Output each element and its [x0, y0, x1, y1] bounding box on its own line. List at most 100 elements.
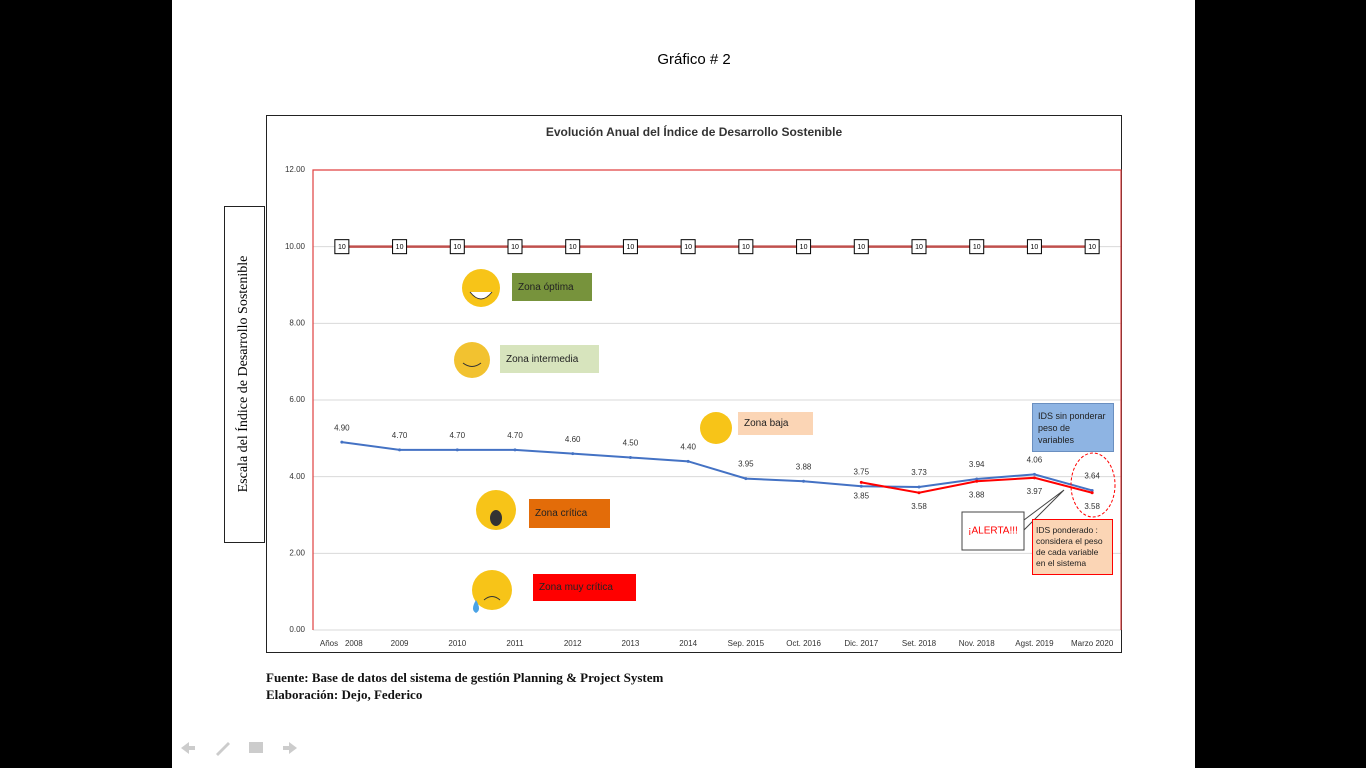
data-label: 10 — [511, 244, 519, 251]
face-icon — [472, 570, 512, 610]
y-tick-label: 10.00 — [285, 242, 306, 251]
point — [1090, 488, 1094, 492]
y-tick-label: 4.00 — [289, 472, 305, 481]
point — [917, 491, 921, 495]
y-tick-label: 8.00 — [289, 318, 305, 327]
chart-frame — [266, 115, 1122, 653]
data-label: 3.73 — [911, 468, 927, 477]
point — [340, 440, 344, 444]
x-tick-label: Marzo 2020 — [1071, 639, 1114, 648]
nav-next — [283, 742, 297, 754]
point — [1032, 472, 1036, 476]
y-axis-label: Escala del Índice de Desarrollo Sostenib… — [234, 256, 251, 493]
data-label: 4.90 — [334, 423, 350, 432]
x-tick-label: 2009 — [391, 639, 409, 648]
legend-weighted: IDS ponderado : considera el peso de cad… — [1032, 519, 1113, 575]
marker — [1026, 239, 1042, 255]
point — [975, 479, 979, 483]
marker — [565, 239, 581, 255]
chart-title: Evolución Anual del Índice de Desarrollo… — [546, 124, 843, 139]
zone-optimal: Zona óptima — [512, 273, 592, 301]
point — [1032, 476, 1036, 480]
marker — [392, 239, 408, 255]
data-label: 3.94 — [969, 460, 985, 469]
x-tick-label: Sep. 2015 — [728, 639, 765, 648]
point — [686, 459, 690, 463]
point — [513, 448, 517, 452]
data-label: 10 — [453, 244, 461, 251]
page-title: Gráfico # 2 — [657, 51, 730, 68]
face-icon — [700, 412, 732, 444]
author-line: Elaboración: Dejo, Federico — [266, 687, 423, 702]
data-label: 3.64 — [1084, 472, 1100, 481]
marker — [738, 239, 754, 255]
marker — [796, 239, 812, 255]
point — [628, 456, 632, 459]
data-label: 4.70 — [449, 431, 465, 440]
legend-unweighted: IDS sin ponderar peso de variables — [1032, 403, 1114, 452]
data-label: 3.75 — [853, 467, 869, 476]
zone-intermediate: Zona intermedia — [500, 345, 599, 373]
tear — [473, 600, 479, 613]
point — [744, 477, 748, 481]
point — [802, 479, 806, 483]
nav-pen — [216, 742, 230, 756]
x-tick-label: Nov. 2018 — [959, 639, 995, 648]
marker — [680, 239, 696, 255]
data-label: 4.60 — [565, 435, 581, 444]
plot-area: 0.00 2.00 4.00 6.00 8.00 10.00 12.00 Años 2008 20… — [285, 165, 1122, 648]
data-label: 3.97 — [1027, 487, 1043, 496]
point — [398, 448, 402, 452]
x-tick-label: 2012 — [564, 639, 582, 648]
nav-prev — [181, 742, 195, 754]
marker — [622, 239, 638, 255]
alert-callout — [961, 489, 1065, 551]
y-label-box — [224, 206, 265, 543]
data-label: 4.70 — [392, 431, 408, 440]
x-tick-label: Agst. 2019 — [1015, 639, 1054, 648]
data-label: 10 — [1088, 244, 1096, 251]
plot-border — [312, 169, 1122, 630]
faces — [454, 269, 732, 613]
face-mouth — [462, 362, 482, 367]
point — [859, 484, 863, 488]
y-tick-label: 2.00 — [289, 548, 305, 557]
data-label: 3.88 — [969, 490, 985, 499]
point — [859, 480, 863, 484]
y-tick-label: 6.00 — [289, 395, 305, 404]
data-label: 10 — [1031, 244, 1039, 251]
data-label: 10 — [800, 244, 808, 251]
data-label: 10 — [569, 244, 577, 251]
face-mouth — [469, 291, 493, 300]
face-mouth — [490, 510, 502, 526]
point — [1090, 491, 1094, 495]
x-tick-label: Set. 2018 — [902, 639, 937, 648]
data-label: 4.40 — [680, 442, 696, 451]
alert-text: ¡ALERTA!!! — [968, 526, 1018, 537]
source-line: Fuente: Base de datos del sistema de ges… — [266, 670, 664, 685]
alert-circle — [1070, 452, 1116, 518]
point — [455, 448, 459, 452]
data-label: 10 — [627, 244, 635, 251]
data-label: 3.95 — [738, 460, 754, 469]
data-label: 4.50 — [623, 439, 639, 448]
data-label: 10 — [742, 244, 750, 251]
nav-menu — [249, 742, 263, 753]
data-label: 10 — [915, 244, 923, 251]
x-tick-label: 2011 — [506, 639, 524, 648]
marker — [969, 239, 985, 255]
marker — [449, 239, 465, 255]
x-tick-label: 2014 — [679, 639, 697, 648]
marker — [334, 239, 350, 255]
data-label: 4.70 — [507, 431, 523, 440]
data-label: 3.88 — [796, 462, 812, 471]
x-tick-label: 2010 — [448, 639, 466, 648]
x-tick-label: 2013 — [622, 639, 640, 648]
zone-very-critical: Zona muy crítica — [533, 574, 636, 601]
marker — [507, 239, 523, 255]
x-tick-label: Oct. 2016 — [786, 639, 821, 648]
x-tick-label: Dic. 2017 — [844, 639, 878, 648]
point — [975, 477, 979, 481]
data-label: 10 — [396, 244, 404, 251]
